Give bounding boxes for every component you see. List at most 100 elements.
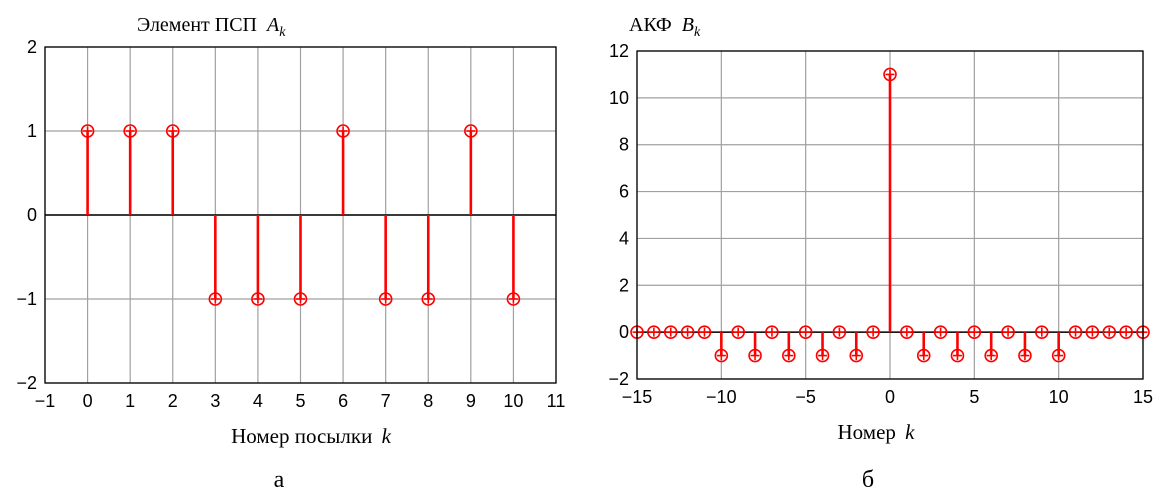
chartB-marker-11 (815, 348, 830, 363)
chartA-marker-2 (165, 124, 180, 138)
chartB-stem-6 (731, 325, 746, 339)
chart-a-title-subscript: k (279, 25, 286, 40)
chart-b-x-axis-label-symbol: k (905, 420, 915, 444)
chart-a-x-axis-label-text: Номер посылки (231, 424, 372, 448)
chartA-stem-2 (165, 124, 180, 215)
chartB-marker-5 (714, 348, 729, 363)
chartB-stem-13 (849, 332, 864, 363)
chartB-stem-11 (815, 332, 830, 363)
chartA-marker-1 (123, 124, 137, 138)
chart-b-title-symbol: B (682, 14, 694, 36)
chartB-stem-14 (866, 325, 880, 339)
chart-a-title-text: Элемент ПСП (137, 14, 257, 36)
chart-a-frame (44, 46, 557, 384)
chartA-y-tick-0: −2 (16, 373, 37, 393)
chartA-x-tick-0: −1 (35, 391, 56, 411)
chartA-marker-10 (506, 292, 521, 306)
chartA-stem-3 (208, 215, 223, 306)
chartB-marker-24 (1035, 325, 1049, 339)
chart-b-x-axis-label-text: Номер (838, 420, 896, 444)
chart-a-x-tick-labels: −1 0 1 2 3 4 5 6 7 8 9 10 11 (35, 391, 566, 411)
chartB-marker-14 (866, 325, 880, 339)
chartB-stem-17 (916, 332, 931, 363)
chart-b-title-subscript: k (694, 25, 701, 40)
chartB-marker-25 (1051, 348, 1066, 363)
chartB-stem-27 (1085, 325, 1100, 339)
chart-b-title: АКФ Bk (629, 14, 701, 40)
chartB-marker-16 (900, 325, 914, 339)
chartA-y-tick-1: −1 (16, 289, 37, 309)
chartB-marker-1 (647, 325, 661, 339)
chartB-stem-9 (781, 332, 796, 363)
chartB-y-tick-6: 10 (609, 88, 629, 108)
chartB-stem-23 (1018, 332, 1032, 363)
chartB-marker-7 (748, 348, 762, 363)
chartA-stem-6 (336, 124, 350, 215)
chartB-stem-8 (765, 325, 779, 339)
chartB-marker-15 (883, 67, 897, 82)
chartB-stem-4 (697, 325, 712, 339)
chartA-x-tick-5: 4 (253, 391, 263, 411)
chart-a-y-tick-labels: −2 −1 0 1 2 (16, 37, 37, 393)
chartA-x-tick-4: 3 (210, 391, 220, 411)
chartA-x-tick-10: 9 (466, 391, 476, 411)
chartB-y-tick-7: 12 (609, 41, 629, 61)
chartB-stem-21 (984, 332, 999, 363)
chartB-stem-26 (1068, 325, 1083, 339)
chart-b-title-text: АКФ (629, 14, 672, 36)
chartB-stem-19 (950, 332, 965, 363)
chartA-x-tick-1: 0 (83, 391, 93, 411)
chartA-stem-1 (123, 124, 137, 215)
chartB-marker-21 (984, 348, 999, 363)
chartB-y-tick-2: 2 (619, 275, 629, 295)
chartB-y-tick-1: 0 (619, 322, 629, 342)
chart-b-caption: б (862, 467, 874, 492)
chartB-marker-9 (781, 348, 796, 363)
chartB-marker-27 (1085, 325, 1100, 339)
chart-b-x-axis-label: Номер k (838, 420, 916, 444)
chartB-marker-23 (1018, 348, 1032, 363)
chartA-marker-4 (251, 292, 265, 306)
chartA-marker-7 (378, 292, 393, 306)
chartB-x-tick-5: 10 (1049, 387, 1069, 407)
chart-a-title-symbol: A (265, 14, 280, 36)
chart-b-y-tick-labels: −2 0 2 4 6 8 10 12 (608, 41, 629, 389)
chartB-y-tick-4: 6 (619, 182, 629, 202)
chartA-marker-6 (336, 124, 350, 138)
chartA-marker-0 (80, 124, 95, 138)
chartB-marker-22 (1001, 325, 1015, 339)
chartA-x-tick-9: 8 (423, 391, 433, 411)
chartB-marker-18 (933, 325, 948, 339)
chartA-stem-10 (506, 215, 521, 306)
chartB-x-tick-4: 5 (969, 387, 979, 407)
chartA-stem-7 (378, 215, 393, 306)
chartB-stem-1 (647, 325, 661, 339)
chartA-marker-8 (421, 292, 436, 306)
chartB-x-tick-3: 0 (885, 387, 895, 407)
chartA-x-tick-11: 10 (503, 391, 523, 411)
chart-a-x-axis-label-symbol: k (382, 424, 392, 448)
chartB-stem-22 (1001, 325, 1015, 339)
chart-b-stems (630, 67, 1150, 363)
chartB-marker-17 (916, 348, 931, 363)
chartA-stem-5 (293, 215, 308, 306)
chartB-stem-25 (1051, 332, 1066, 363)
chartB-x-tick-0: −15 (622, 387, 653, 407)
chartB-marker-20 (967, 325, 982, 339)
chartA-marker-3 (208, 292, 223, 306)
chart-b-frame (636, 50, 1144, 380)
chartB-marker-4 (697, 325, 712, 339)
chartB-stem-12 (832, 325, 847, 339)
chartA-x-tick-3: 2 (168, 391, 178, 411)
chartA-y-tick-2: 0 (27, 205, 37, 225)
chartA-x-tick-7: 6 (338, 391, 348, 411)
chartA-x-tick-2: 1 (125, 391, 135, 411)
chartB-marker-12 (832, 325, 847, 339)
chartB-stem-15 (883, 67, 897, 333)
chartA-x-tick-12: 11 (547, 391, 566, 411)
chartB-y-tick-3: 4 (619, 228, 629, 248)
chartA-stem-8 (421, 215, 436, 306)
chartB-stem-29 (1119, 325, 1133, 339)
chart-b-x-tick-labels: −15 −10 −5 0 5 10 15 (622, 387, 1153, 407)
